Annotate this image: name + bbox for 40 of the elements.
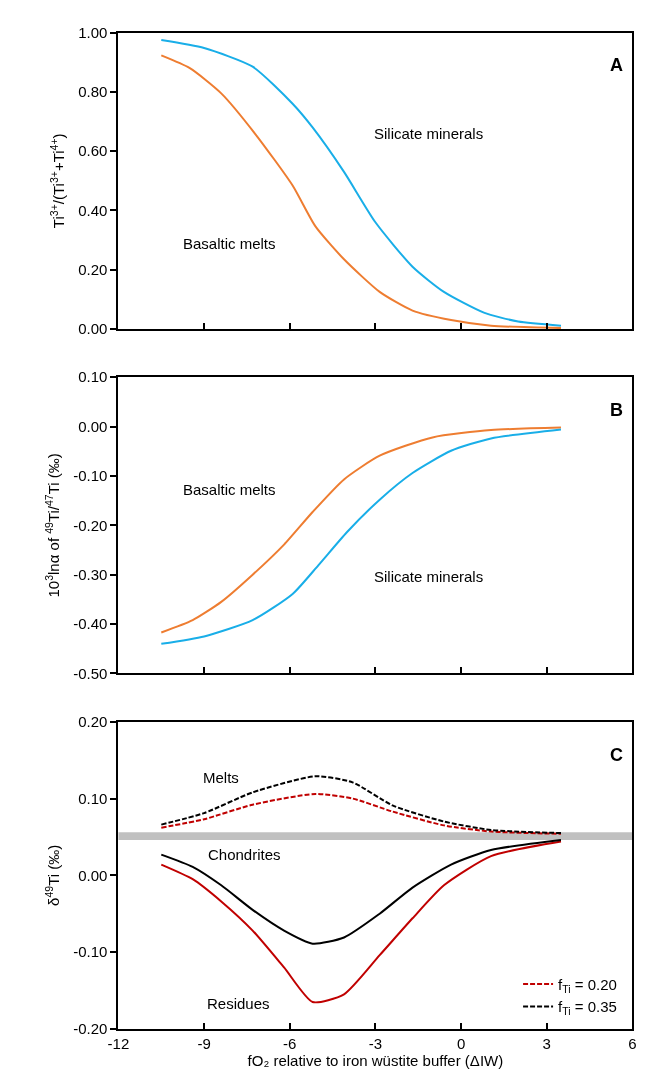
annotation: B [610, 400, 623, 420]
y-tick-label: -0.20 [73, 1020, 108, 1038]
y-tick-label: 1.00 [78, 23, 108, 41]
legend-label: f$_{Ti}$ = 0.35 [558, 998, 617, 1018]
y-tick-label: 0.80 [78, 83, 108, 101]
x-tick-label: -6 [283, 1034, 297, 1052]
annotation: Residues [207, 995, 270, 1012]
y-tick-label: -0.30 [73, 565, 108, 583]
y-tick-label: 0.20 [78, 260, 108, 278]
x-tick-label: -9 [197, 1034, 211, 1052]
annotation: Basaltic melts [183, 481, 276, 498]
y-tick-label: 0.10 [78, 368, 108, 386]
y-tick-label: 0.60 [78, 142, 108, 160]
y-tick-label: 0.10 [78, 789, 108, 807]
annotation: Silicate minerals [374, 125, 484, 142]
x-axis-title: fO₂ relative to iron wüstite buffer (ΔIW) [247, 1051, 504, 1069]
x-tick-label: -12 [107, 1034, 130, 1052]
line-series [160, 792, 562, 835]
legend-label: f$_{Ti}$ = 0.20 [558, 975, 617, 995]
x-tick-label: 6 [628, 1034, 637, 1052]
y-tick-label: 0.00 [78, 866, 108, 884]
y-tick-label: -0.20 [73, 516, 108, 534]
y-tick-label: -0.40 [73, 615, 108, 633]
annotation: Basaltic melts [183, 235, 276, 252]
y-tick-label: -0.10 [73, 467, 108, 485]
annotation: Melts [203, 769, 239, 786]
y-tick-label: 0.20 [78, 712, 108, 730]
annotation: Chondrites [208, 846, 281, 863]
x-tick-label: 0 [456, 1034, 466, 1052]
y-tick-label: 0.00 [78, 320, 108, 338]
y-tick-label: 0.40 [78, 201, 108, 219]
line-series [160, 838, 562, 945]
y-tick-label: -0.10 [73, 943, 108, 961]
x-tick-label: 3 [542, 1034, 551, 1052]
annotation: C [610, 745, 623, 765]
x-tick-label: -3 [368, 1034, 383, 1052]
y-tick-label: 0.00 [78, 417, 108, 435]
annotation: Silicate minerals [374, 568, 484, 585]
annotation: A [610, 55, 623, 75]
y-tick-label: -0.50 [73, 664, 108, 682]
